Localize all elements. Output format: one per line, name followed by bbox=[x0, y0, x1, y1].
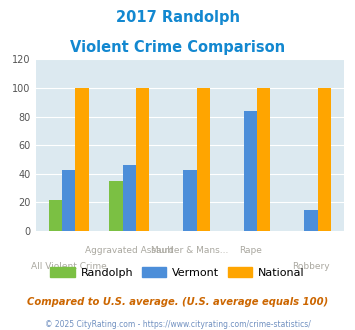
Bar bbox=[76, 88, 89, 231]
Bar bbox=[244, 111, 257, 231]
Bar bbox=[257, 88, 271, 231]
Text: Rape: Rape bbox=[239, 246, 262, 255]
Bar bbox=[123, 165, 136, 231]
Bar bbox=[318, 88, 331, 231]
Text: © 2025 CityRating.com - https://www.cityrating.com/crime-statistics/: © 2025 CityRating.com - https://www.city… bbox=[45, 320, 310, 329]
Text: Compared to U.S. average. (U.S. average equals 100): Compared to U.S. average. (U.S. average … bbox=[27, 297, 328, 307]
Bar bbox=[304, 210, 318, 231]
Text: Robbery: Robbery bbox=[292, 262, 330, 271]
Text: 2017 Randolph: 2017 Randolph bbox=[115, 10, 240, 25]
Text: Violent Crime Comparison: Violent Crime Comparison bbox=[70, 40, 285, 54]
Text: Murder & Mans...: Murder & Mans... bbox=[151, 246, 229, 255]
Bar bbox=[62, 170, 76, 231]
Bar bbox=[49, 200, 62, 231]
Bar bbox=[183, 170, 197, 231]
Legend: Randolph, Vermont, National: Randolph, Vermont, National bbox=[46, 263, 309, 282]
Text: All Violent Crime: All Violent Crime bbox=[31, 262, 107, 271]
Bar bbox=[136, 88, 149, 231]
Text: Aggravated Assault: Aggravated Assault bbox=[85, 246, 174, 255]
Bar bbox=[197, 88, 210, 231]
Bar bbox=[109, 181, 123, 231]
